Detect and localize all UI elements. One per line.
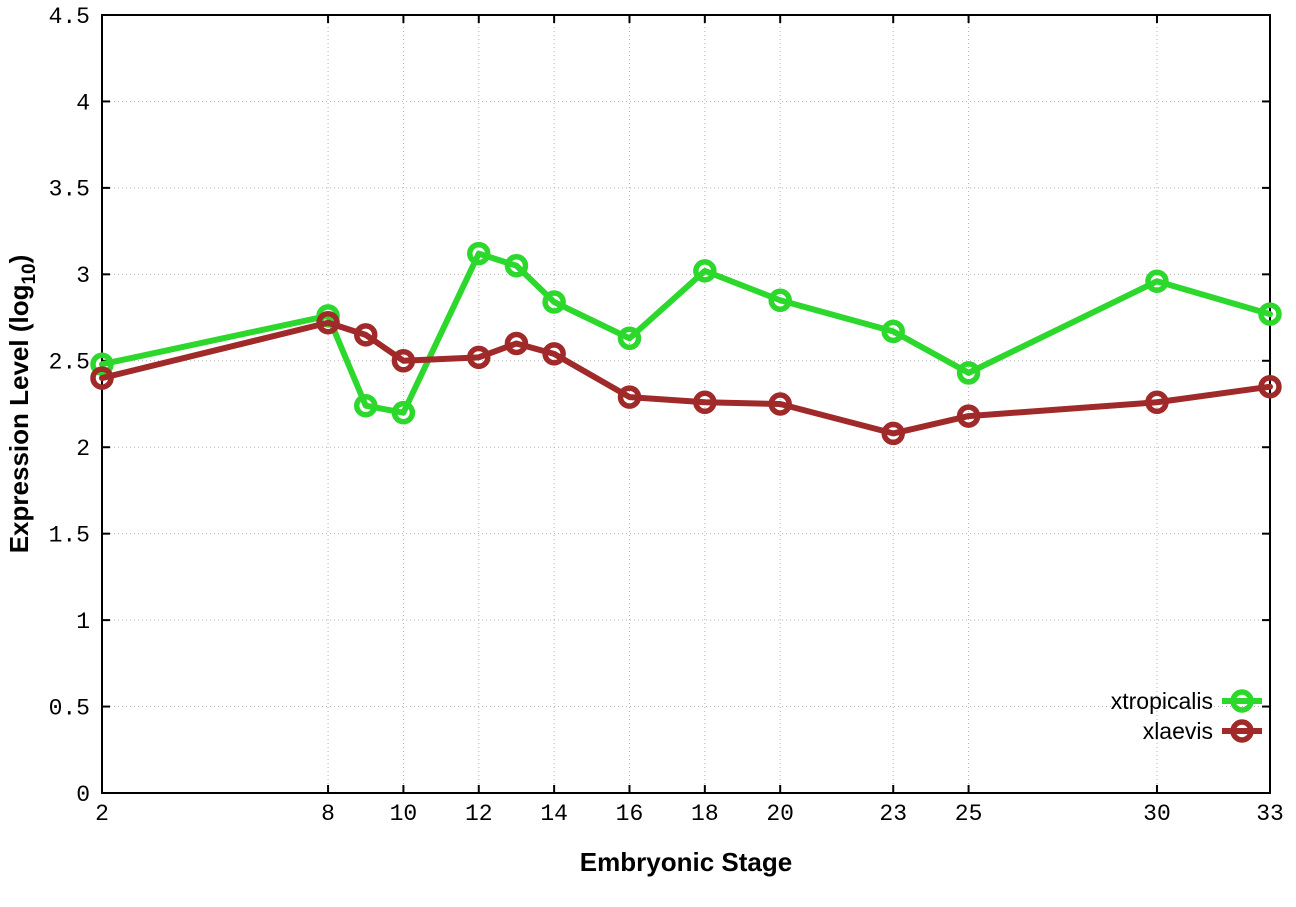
legend-marker-circle-xtropicalis — [1230, 689, 1254, 713]
x-axis-title: Embryonic Stage — [580, 847, 792, 877]
data-point-marker-xtropicalis — [956, 361, 981, 385]
data-point-marker-xlaevis — [391, 349, 416, 373]
data-point-marker-xtropicalis — [467, 241, 491, 266]
x-tick-label: 23 — [879, 801, 907, 827]
data-point-marker-xtropicalis — [90, 352, 114, 376]
data-point-marker-xlaevis — [768, 392, 792, 416]
y-tick-label: 3.5 — [49, 177, 90, 203]
data-point-marker-xlaevis — [542, 342, 566, 366]
x-tick-label: 2 — [95, 801, 109, 827]
legend-item-xlaevis: xlaevis — [1143, 718, 1262, 744]
data-point-marker-xlaevis — [90, 366, 114, 390]
x-tick-label: 10 — [390, 801, 418, 827]
y-tick-label: 4 — [76, 90, 90, 116]
data-point-marker-xtropicalis — [542, 290, 566, 314]
data-point-marker-xlaevis — [1258, 374, 1282, 399]
data-point-marker-xlaevis — [693, 390, 717, 415]
legend: xtropicalis xlaevis — [1111, 688, 1262, 744]
y-axis-title-close: ) — [4, 255, 34, 264]
y-tick-label: 1.5 — [49, 522, 90, 548]
x-tick-label: 8 — [321, 801, 335, 827]
data-point-marker-xtropicalis — [617, 326, 642, 351]
data-point-marker-xlaevis — [881, 421, 905, 446]
y-tick-label: 4.5 — [49, 4, 90, 30]
y-axis-title-subscript: 10 — [19, 263, 40, 284]
y-tick-label: 0.5 — [49, 695, 90, 721]
data-point-marker-xtropicalis — [881, 319, 905, 344]
data-point-marker-xlaevis — [467, 345, 491, 370]
series-line-xlaevis — [99, 319, 1273, 437]
y-tick-label: 1 — [76, 609, 90, 635]
data-point-marker-xtropicalis — [504, 253, 529, 278]
data-point-marker-xlaevis — [353, 323, 378, 347]
y-tick-label: 2.5 — [49, 350, 90, 376]
x-tick-label: 25 — [955, 801, 983, 827]
data-point-marker-xtropicalis — [693, 259, 717, 283]
data-point-marker-xlaevis — [316, 310, 340, 335]
legend-item-xtropicalis: xtropicalis — [1111, 688, 1262, 714]
y-tick-label: 0 — [76, 782, 90, 808]
plot-border — [101, 14, 1271, 794]
x-tick-label: 18 — [691, 801, 719, 827]
legend-marker-circle-xlaevis — [1230, 719, 1254, 743]
legend-label-xlaevis: xlaevis — [1143, 718, 1213, 744]
x-tick-label: 12 — [465, 801, 493, 827]
plot-area: 2 8 10 12 14 16 18 20 23 25 30 33 0 0.5 1 1.5 2 2.5 3 3.5 4 4… — [49, 4, 1284, 827]
y-axis-title: Expression Level (log10) — [4, 255, 40, 554]
legend-label-xtropicalis: xtropicalis — [1111, 688, 1213, 714]
data-point-marker-xlaevis — [617, 385, 642, 409]
y-axis-title-main: Expression Level (log — [4, 285, 34, 554]
data-point-marker-xtropicalis — [391, 400, 416, 425]
x-tick-label: 14 — [540, 801, 568, 827]
x-tick-label: 16 — [616, 801, 644, 827]
x-tick-label: 30 — [1143, 801, 1171, 827]
x-tick-label: 33 — [1256, 801, 1284, 827]
data-point-marker-xlaevis — [1145, 390, 1169, 415]
y-tick-label: 2 — [76, 436, 90, 462]
data-point-marker-xtropicalis — [1258, 302, 1282, 326]
data-point-marker-xtropicalis — [768, 288, 792, 313]
data-point-marker-xlaevis — [956, 404, 981, 428]
data-point-marker-xtropicalis — [353, 393, 378, 418]
data-point-marker-xlaevis — [504, 331, 529, 356]
y-tick-label: 3 — [76, 263, 90, 289]
data-point-marker-xtropicalis — [1145, 269, 1169, 293]
x-tick-label: 20 — [766, 801, 794, 827]
